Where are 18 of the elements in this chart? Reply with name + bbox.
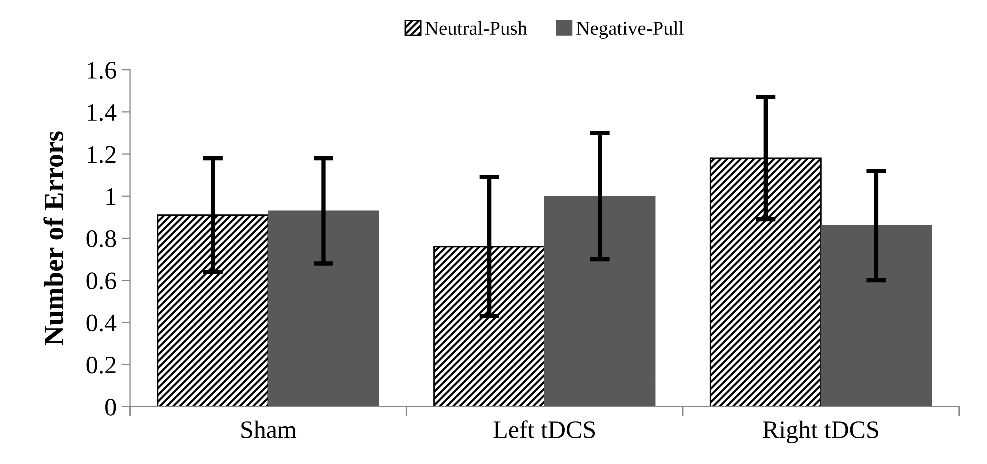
bar: [268, 210, 380, 407]
bar: [820, 226, 932, 407]
y-tick-label: 1: [106, 188, 116, 206]
x-tick-label: Left tDCS: [494, 420, 596, 438]
legend-label: Neutral-Push: [425, 21, 528, 36]
y-tick-label: 1.6: [88, 62, 116, 80]
bar: [544, 196, 656, 407]
y-axis-title: Number of Errors: [44, 132, 64, 346]
y-tick-label: 1.4: [88, 104, 117, 122]
y-tick-label: 0: [106, 398, 116, 416]
y-tick-label: 0.6: [86, 272, 116, 290]
y-tick-label: 0.8: [86, 230, 116, 248]
x-tick-label: Sham: [242, 420, 297, 438]
y-tick-label: 0.4: [86, 314, 117, 332]
y-tick-label: 1.2: [88, 146, 116, 164]
x-tick-label: Right tDCS: [763, 420, 878, 444]
legend-label: Negative-Pull: [576, 21, 684, 40]
y-tick-label: 0.2: [86, 356, 116, 374]
